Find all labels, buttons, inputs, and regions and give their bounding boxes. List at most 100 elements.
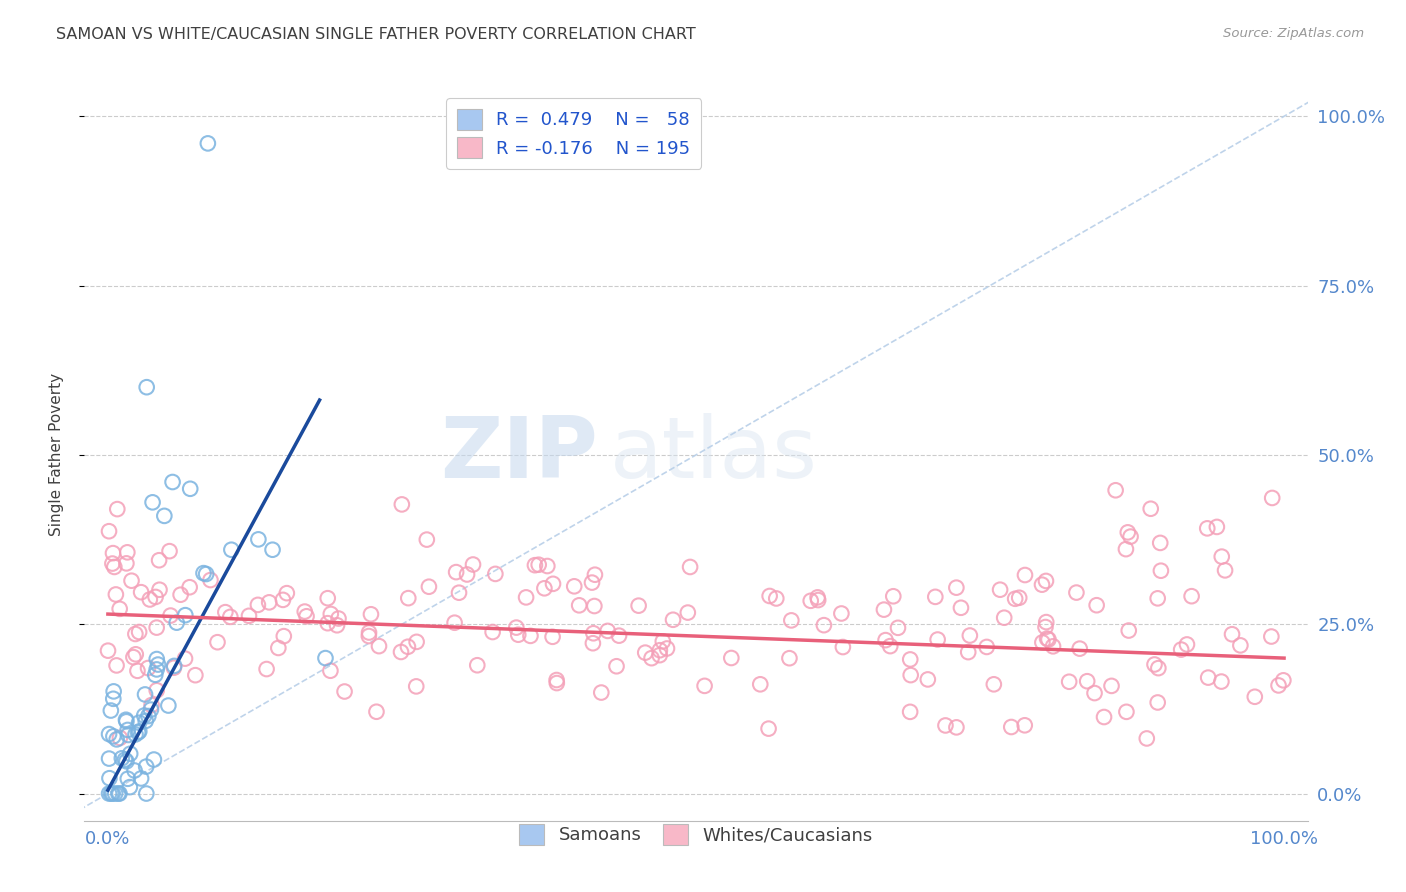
Point	[655, 641, 678, 656]
Point	[758, 722, 780, 736]
Point	[988, 582, 1011, 597]
Point	[100, 787, 122, 801]
Point	[142, 753, 165, 767]
Point	[1213, 563, 1236, 577]
Point	[139, 703, 162, 717]
Point	[898, 705, 921, 719]
Point	[1008, 591, 1031, 605]
Point	[135, 787, 157, 801]
Point	[758, 589, 780, 603]
Point	[508, 628, 530, 642]
Point	[1038, 632, 1060, 647]
Point	[157, 698, 180, 713]
Point	[271, 592, 294, 607]
Point	[98, 771, 121, 785]
Point	[1104, 483, 1126, 498]
Point	[256, 662, 278, 676]
Point	[806, 591, 828, 605]
Point	[1014, 568, 1036, 582]
Point	[634, 646, 657, 660]
Point	[765, 591, 787, 606]
Point	[596, 624, 619, 638]
Point	[316, 591, 339, 606]
Point	[1272, 673, 1295, 688]
Point	[1220, 627, 1243, 641]
Point	[357, 625, 380, 640]
Point	[1031, 577, 1053, 591]
Point	[246, 598, 269, 612]
Point	[957, 645, 980, 659]
Point	[114, 753, 136, 767]
Point	[1170, 642, 1192, 657]
Point	[1260, 630, 1282, 644]
Point	[648, 643, 671, 657]
Point	[396, 640, 419, 654]
Point	[679, 560, 702, 574]
Point	[993, 611, 1015, 625]
Point	[831, 640, 853, 654]
Point	[568, 599, 591, 613]
Point	[1211, 674, 1233, 689]
Point	[174, 608, 197, 623]
Point	[135, 714, 157, 728]
Point	[720, 651, 742, 665]
Point	[1119, 530, 1142, 544]
Point	[127, 725, 149, 739]
Point	[117, 772, 139, 786]
Point	[138, 709, 160, 723]
Point	[546, 676, 568, 690]
Legend: Samoans, Whites/Caucasians: Samoans, Whites/Caucasians	[512, 816, 880, 852]
Point	[128, 724, 150, 739]
Point	[146, 657, 169, 672]
Point	[238, 608, 260, 623]
Point	[875, 633, 897, 648]
Point	[945, 581, 967, 595]
Y-axis label: Single Father Poverty: Single Father Poverty	[49, 374, 63, 536]
Text: atlas: atlas	[610, 413, 818, 497]
Point	[582, 626, 605, 640]
Point	[100, 704, 122, 718]
Point	[648, 648, 671, 662]
Point	[882, 589, 904, 603]
Point	[174, 651, 197, 665]
Point	[1076, 674, 1098, 689]
Point	[583, 599, 606, 613]
Point	[523, 558, 546, 573]
Point	[1066, 585, 1088, 599]
Point	[120, 747, 142, 761]
Point	[1118, 624, 1140, 638]
Point	[887, 621, 910, 635]
Point	[117, 723, 139, 737]
Point	[107, 787, 129, 801]
Point	[536, 559, 558, 574]
Point	[1139, 501, 1161, 516]
Point	[368, 639, 391, 653]
Point	[1101, 679, 1123, 693]
Point	[128, 625, 150, 640]
Point	[98, 787, 121, 801]
Point	[481, 625, 503, 640]
Point	[159, 544, 181, 558]
Point	[391, 497, 413, 511]
Point	[396, 591, 419, 606]
Point	[145, 652, 167, 666]
Point	[122, 650, 145, 665]
Point	[139, 592, 162, 607]
Point	[898, 652, 921, 666]
Point	[103, 729, 125, 743]
Point	[134, 708, 156, 723]
Point	[900, 668, 922, 682]
Point	[581, 575, 603, 590]
Point	[1267, 678, 1289, 692]
Point	[366, 705, 388, 719]
Point	[976, 640, 998, 654]
Point	[606, 659, 628, 673]
Point	[169, 588, 191, 602]
Point	[1000, 720, 1022, 734]
Point	[519, 629, 541, 643]
Point	[1083, 686, 1105, 700]
Point	[1149, 536, 1171, 550]
Point	[163, 661, 186, 675]
Point	[145, 621, 167, 635]
Point	[200, 573, 222, 587]
